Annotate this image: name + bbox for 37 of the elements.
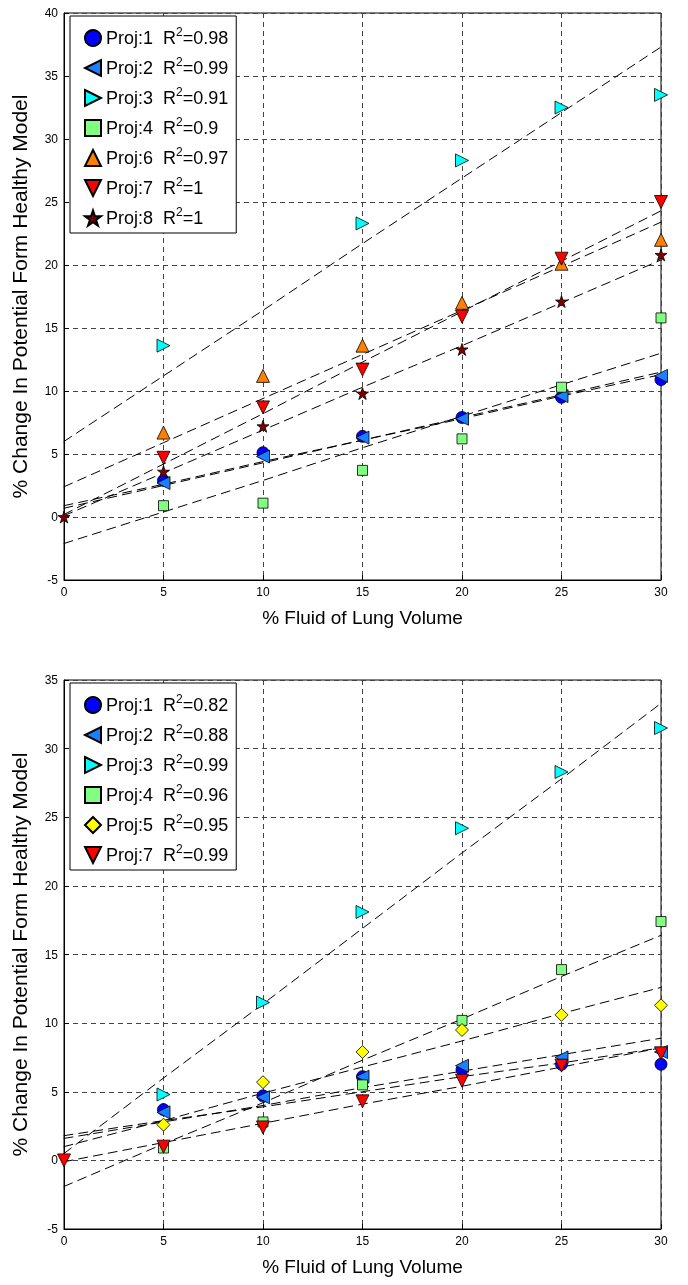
y-tick-label: -5 [47,573,59,587]
y-tick-label: 25 [44,810,59,825]
y-axis-title: % Change In Potential Form Healthy Model [8,752,31,1157]
y-tick-label: 25 [44,195,59,209]
x-tick-label: 5 [160,1234,168,1248]
x-tick-label: 30 [654,1234,668,1248]
x-tick-label: 25 [554,585,569,599]
x-tick-label: 0 [60,585,68,599]
y-tick-label: 15 [44,321,59,335]
y-tick-label: 20 [44,878,59,893]
x-axis-title: % Fluid of Lung Volume [262,1256,463,1277]
x-tick-label: 0 [60,1234,68,1248]
y-tick-label: 5 [51,447,59,461]
y-tick-label: 0 [51,510,59,524]
y-tick-label: 10 [44,1016,59,1031]
y-tick-label: 40 [44,6,59,20]
y-tick-label: 35 [44,673,59,687]
x-tick-label: 20 [455,585,469,599]
y-axis-title: % Change In Potential Form Healthy Model [8,94,31,499]
y-tick-label: 0 [51,1153,59,1168]
y-tick-label: 15 [44,947,59,962]
x-tick-label: 5 [160,585,168,599]
y-tick-label: 20 [44,258,59,272]
x-tick-label: 15 [355,1234,370,1248]
y-tick-label: 30 [44,132,59,146]
y-tick-label: 30 [44,741,59,756]
x-tick-label: 10 [256,1234,270,1248]
y-tick-label: -5 [47,1222,59,1236]
y-tick-label: 10 [44,384,59,398]
x-tick-label: 20 [455,1234,469,1248]
y-tick-label: 5 [51,1084,59,1099]
x-tick-label: 15 [355,585,370,599]
y-tick-label: 35 [44,69,59,83]
x-axis-title: % Fluid of Lung Volume [262,607,463,628]
x-tick-label: 25 [554,1234,569,1248]
x-tick-label: 10 [256,585,270,599]
x-tick-label: 30 [654,585,668,599]
